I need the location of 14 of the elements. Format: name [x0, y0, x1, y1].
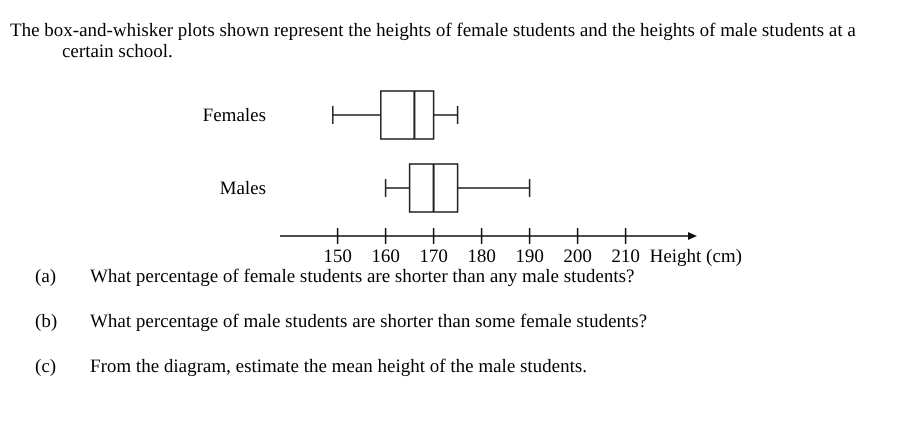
x-tick-label: 160	[371, 246, 400, 267]
y-tick-label: Males	[220, 178, 266, 199]
text: (b) What percentage of male students are shorter than some female students?	[35, 311, 648, 332]
chart-title: The box-and-whisker plots shown represent the heights of female students and the heights of male students at a certain school.	[10, 20, 856, 62]
x-tick-label: 180	[467, 246, 496, 267]
x-tick-label: 200	[563, 246, 592, 267]
y-tick-label: Females	[202, 105, 266, 126]
x-tick-label: 190	[515, 246, 544, 267]
text: (a) What percentage of female students are shorter than any male students?	[35, 266, 634, 287]
x-tick-label: 150	[323, 246, 352, 267]
x-tick-label: 170	[419, 246, 448, 267]
x-tick-label: 210	[611, 246, 640, 267]
x-axis-title: Height (cm)	[650, 246, 742, 267]
text: (c) From the diagram, estimate the mean height of the male students.	[35, 356, 588, 377]
